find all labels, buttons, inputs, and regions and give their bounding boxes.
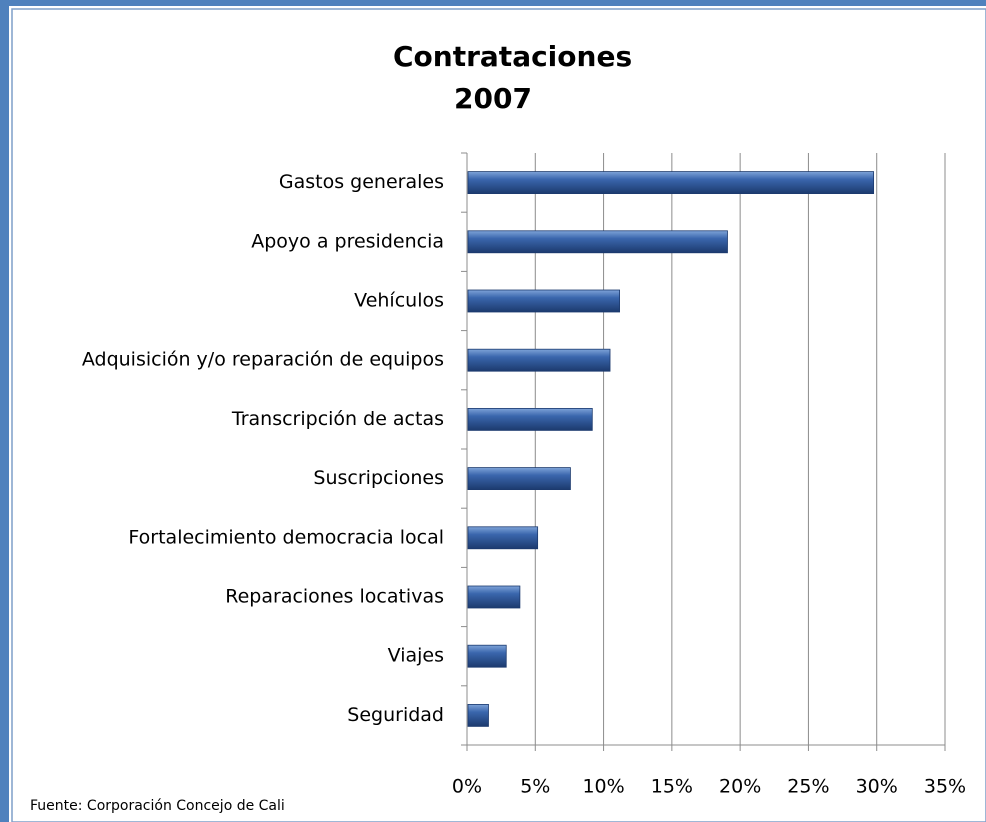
y-tick-label: Gastos generales	[279, 171, 444, 193]
x-tick-label: 20%	[719, 776, 761, 798]
y-tick-label: Seguridad	[347, 704, 444, 726]
frame-left	[0, 0, 9, 822]
x-tick-label: 30%	[856, 776, 898, 798]
x-tick-label: 15%	[651, 776, 693, 798]
y-tick-label: Apoyo a presidencia	[251, 230, 444, 252]
y-tick-label: Transcripción de actas	[231, 408, 444, 430]
frame-top	[0, 0, 986, 6]
y-tick-label: Vehículos	[354, 290, 444, 312]
y-tick-label: Fortalecimiento democracia local	[128, 526, 444, 548]
x-tick-label: 0%	[452, 776, 482, 798]
y-tick-label: Reparaciones locativas	[225, 586, 444, 608]
x-tick-label: 10%	[582, 776, 624, 798]
bar	[467, 348, 611, 372]
bar	[467, 171, 875, 195]
chart-title: Contrataciones 2007	[393, 40, 633, 115]
bar	[467, 585, 521, 609]
bar	[467, 467, 571, 491]
y-tick-label: Adquisición y/o reparación de equipos	[82, 349, 444, 371]
bar	[467, 704, 489, 727]
bar	[467, 289, 620, 313]
y-tick-label: Suscripciones	[313, 467, 444, 489]
frame-inner	[11, 8, 986, 822]
bar	[467, 407, 593, 431]
x-tick-label: 5%	[520, 776, 550, 798]
x-tick-label: 35%	[924, 776, 966, 798]
source-note: Fuente: Corporación Concejo de Cali	[30, 798, 285, 814]
y-tick-label: Viajes	[388, 645, 444, 667]
bar	[467, 644, 507, 668]
bar	[467, 230, 728, 254]
x-tick-label: 25%	[787, 776, 829, 798]
bar	[467, 526, 539, 550]
